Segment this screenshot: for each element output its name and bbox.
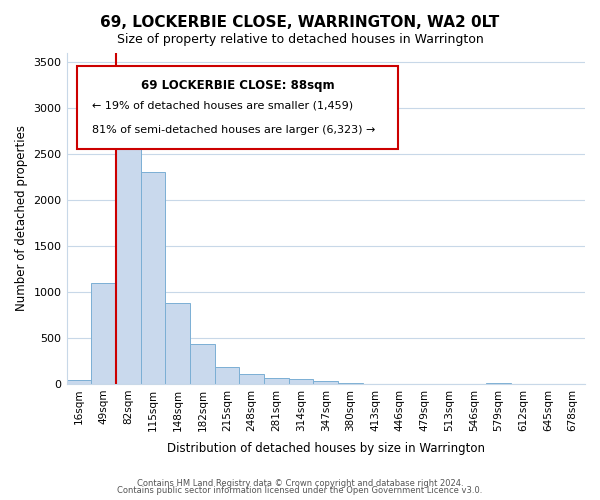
Bar bbox=[67, 380, 91, 384]
Text: Contains public sector information licensed under the Open Government Licence v3: Contains public sector information licen… bbox=[118, 486, 482, 495]
Bar bbox=[239, 374, 264, 384]
Text: 69, LOCKERBIE CLOSE, WARRINGTON, WA2 0LT: 69, LOCKERBIE CLOSE, WARRINGTON, WA2 0LT bbox=[100, 15, 500, 30]
X-axis label: Distribution of detached houses by size in Warrington: Distribution of detached houses by size … bbox=[167, 442, 485, 455]
FancyBboxPatch shape bbox=[77, 66, 398, 148]
Bar bbox=[215, 367, 239, 384]
Bar bbox=[190, 344, 215, 384]
Text: Contains HM Land Registry data © Crown copyright and database right 2024.: Contains HM Land Registry data © Crown c… bbox=[137, 478, 463, 488]
Bar bbox=[289, 379, 313, 384]
Bar bbox=[313, 381, 338, 384]
Text: Size of property relative to detached houses in Warrington: Size of property relative to detached ho… bbox=[116, 32, 484, 46]
Text: ← 19% of detached houses are smaller (1,459): ← 19% of detached houses are smaller (1,… bbox=[92, 100, 353, 110]
Text: 69 LOCKERBIE CLOSE: 88sqm: 69 LOCKERBIE CLOSE: 88sqm bbox=[141, 79, 334, 92]
Bar bbox=[165, 303, 190, 384]
Bar bbox=[264, 378, 289, 384]
Bar bbox=[338, 383, 363, 384]
Text: 81% of semi-detached houses are larger (6,323) →: 81% of semi-detached houses are larger (… bbox=[92, 125, 376, 135]
Y-axis label: Number of detached properties: Number of detached properties bbox=[15, 125, 28, 311]
Bar bbox=[116, 130, 140, 384]
Bar bbox=[91, 282, 116, 384]
Bar bbox=[140, 172, 165, 384]
